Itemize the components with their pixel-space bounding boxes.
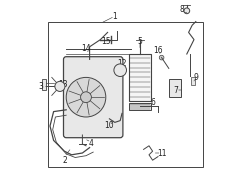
Text: 6: 6 (150, 98, 155, 107)
Circle shape (55, 81, 65, 91)
Text: 3: 3 (39, 82, 43, 91)
Text: 9: 9 (193, 73, 198, 82)
Circle shape (66, 77, 106, 117)
Text: 7: 7 (173, 86, 178, 94)
Text: 10: 10 (105, 122, 114, 130)
Text: 15: 15 (101, 37, 111, 46)
Bar (42, 79, 46, 90)
Bar (191, 77, 195, 85)
Text: 5: 5 (138, 37, 142, 46)
Circle shape (81, 92, 92, 103)
Text: 8: 8 (179, 4, 184, 14)
Text: 11: 11 (157, 148, 166, 158)
Text: 14: 14 (81, 44, 91, 53)
Text: 2: 2 (62, 156, 67, 165)
Text: 13: 13 (58, 80, 67, 89)
Bar (48, 22, 203, 167)
Circle shape (184, 8, 190, 14)
Text: 12: 12 (117, 58, 127, 68)
Bar (169, 79, 181, 97)
Circle shape (159, 55, 164, 60)
Text: 4: 4 (89, 140, 94, 148)
Bar (129, 54, 151, 101)
Circle shape (114, 64, 126, 76)
Text: 16: 16 (153, 46, 163, 55)
Bar (129, 103, 151, 110)
Text: 1: 1 (112, 12, 117, 21)
FancyBboxPatch shape (63, 57, 123, 138)
